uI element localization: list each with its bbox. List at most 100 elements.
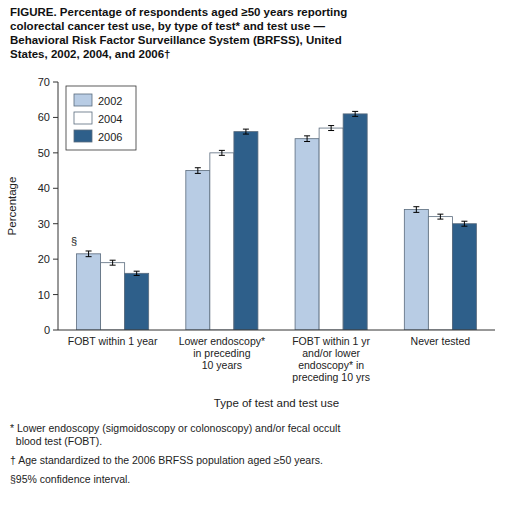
y-axis-line <box>58 82 59 330</box>
error-cap <box>437 214 443 215</box>
error-bar <box>219 150 225 155</box>
text-line: States, 2002, 2004, and 2006† <box>10 48 170 60</box>
error-bar <box>328 126 334 131</box>
legend-swatch <box>74 94 92 106</box>
bar <box>319 128 343 330</box>
marks <box>77 111 477 330</box>
error-cap <box>134 275 140 276</box>
error-bar <box>86 251 92 257</box>
y-axis: 0 10 20 30 40 50 60 70 <box>38 76 58 336</box>
text-line: colorectal cancer test use, by type of t… <box>10 20 326 32</box>
tick-mark <box>53 82 58 83</box>
text-line: Lower endoscopy* <box>179 335 265 347</box>
legend: 2002 2004 2006 <box>66 86 136 150</box>
error-cap <box>134 271 140 272</box>
bar <box>77 254 101 330</box>
text-line: Never tested <box>411 335 471 347</box>
error-bar <box>243 129 249 134</box>
tick-mark <box>53 330 58 331</box>
error-stem <box>136 271 137 275</box>
legend-frame <box>66 86 136 150</box>
error-cap <box>352 111 358 112</box>
error-bar <box>413 207 419 213</box>
bar <box>428 217 452 330</box>
title: FIGURE. Percentage of respondents aged ≥… <box>10 6 347 60</box>
footnote: §95% confidence interval. <box>10 473 130 485</box>
error-bar <box>195 168 201 174</box>
text-line: 10 years <box>202 359 242 371</box>
error-stem <box>307 136 308 142</box>
bar <box>125 273 149 330</box>
x-axis-line <box>58 330 495 331</box>
tick-label: 40 <box>38 182 50 194</box>
series <box>125 111 477 330</box>
error-stem <box>245 129 246 134</box>
error-cap <box>243 129 249 130</box>
error-cap <box>352 116 358 117</box>
series <box>101 126 453 330</box>
tick-mark <box>53 223 58 224</box>
legend-label: 2004 <box>98 113 122 125</box>
legend-label: 2006 <box>98 131 122 143</box>
error-cap <box>195 173 201 174</box>
text-line: §95% confidence interval. <box>10 473 130 485</box>
error-stem <box>88 251 89 257</box>
category-label: FOBT within 1 year <box>68 335 158 347</box>
text-line: FOBT within 1 year <box>68 335 158 347</box>
tick-mark <box>53 188 58 189</box>
error-cap <box>304 141 310 142</box>
text-line: blood test (FOBT). <box>10 435 102 447</box>
error-cap <box>461 226 467 227</box>
tick-mark <box>53 294 58 295</box>
error-cap <box>328 125 334 126</box>
error-bar <box>304 136 310 142</box>
annotation: § <box>71 235 77 247</box>
error-cap <box>110 260 116 261</box>
tick-label: 20 <box>38 253 50 265</box>
legend-swatch <box>74 112 92 124</box>
text-line: preceding 10 yrs <box>292 371 370 383</box>
bar <box>452 224 476 330</box>
error-stem <box>112 260 113 265</box>
text-line: endoscopy* in <box>298 359 364 371</box>
error-cap <box>413 206 419 207</box>
category-label: Never tested <box>411 335 471 347</box>
tick-label: 0 <box>44 324 50 336</box>
error-cap <box>243 134 249 135</box>
tick-mark <box>53 152 58 153</box>
error-cap <box>437 219 443 220</box>
error-bar <box>110 260 116 265</box>
y-axis-label: Percentage <box>6 177 18 236</box>
error-stem <box>464 221 465 226</box>
footnote: * Lower endoscopy (sigmoidoscopy or colo… <box>10 422 340 447</box>
bar <box>210 153 234 330</box>
error-cap <box>328 130 334 131</box>
bar <box>101 263 125 330</box>
category-label: Lower endoscopy*in preceding10 years <box>179 335 265 371</box>
x-axis-label: Type of test and test use <box>214 397 339 409</box>
tick-label: 70 <box>38 76 50 88</box>
error-cap <box>86 256 92 257</box>
text-line: Behavioral Risk Factor Surveillance Syst… <box>10 34 342 46</box>
footnote: † Age standardized to the 2006 BRFSS pop… <box>10 454 323 466</box>
tick-label: 10 <box>38 289 50 301</box>
legend-swatch <box>74 130 92 142</box>
bar <box>404 210 428 330</box>
bar <box>295 139 319 330</box>
error-cap <box>304 135 310 136</box>
text-line: * Lower endoscopy (sigmoidoscopy or colo… <box>10 422 340 434</box>
legend-label: 2002 <box>98 95 122 107</box>
error-stem <box>355 111 356 116</box>
error-stem <box>331 126 332 131</box>
error-stem <box>221 150 222 155</box>
error-bar <box>134 271 140 275</box>
text-line: and/or lower <box>302 347 360 359</box>
error-cap <box>461 221 467 222</box>
tick-label: 30 <box>38 218 50 230</box>
tick-label: 50 <box>38 147 50 159</box>
category-label: FOBT within 1 yrand/or lowerendoscopy* i… <box>292 335 370 383</box>
text-line: FOBT within 1 yr <box>292 335 370 347</box>
background <box>0 0 507 526</box>
bar <box>343 114 367 330</box>
tick-label: 60 <box>38 111 50 123</box>
